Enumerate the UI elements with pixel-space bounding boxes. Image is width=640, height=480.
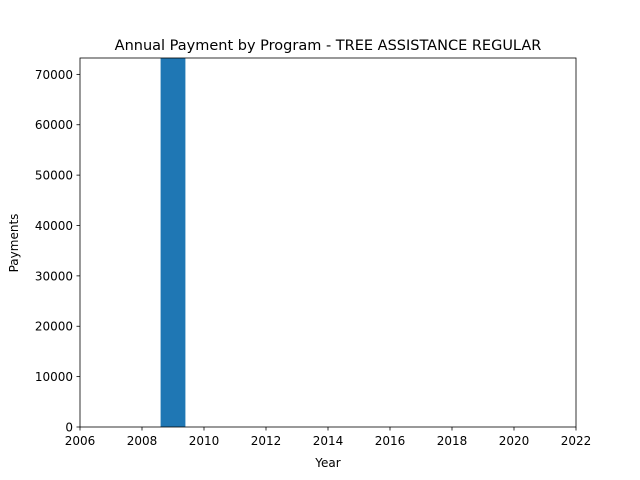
x-tick-label: 2016	[375, 434, 406, 448]
y-tick-label: 30000	[35, 269, 73, 283]
chart-title: Annual Payment by Program - TREE ASSISTA…	[115, 38, 542, 54]
x-axis-label: Year	[314, 456, 340, 470]
y-tick-label: 10000	[35, 370, 73, 384]
x-tick-label: 2020	[499, 434, 530, 448]
y-axis-label: Payments	[7, 214, 21, 273]
y-axis-ticks: 0 10000 20000 30000 40000 50000 60000 70000	[35, 68, 80, 435]
y-tick-label: 0	[65, 421, 73, 435]
y-tick-label: 70000	[35, 68, 73, 82]
x-tick-label: 2010	[189, 434, 220, 448]
x-tick-label: 2008	[127, 434, 158, 448]
plot-frame	[79, 57, 577, 428]
y-tick-label: 40000	[35, 219, 73, 233]
x-tick-label: 2018	[437, 434, 468, 448]
x-tick-label: 2022	[561, 434, 592, 448]
x-tick-label: 2006	[65, 434, 96, 448]
x-tick-label: 2012	[251, 434, 282, 448]
bars-group	[160, 58, 186, 427]
bar-2009	[160, 58, 186, 427]
y-tick-label: 20000	[35, 320, 73, 334]
y-tick-label: 60000	[35, 118, 73, 132]
x-axis-ticks: 2006 2008 2010 2012 2014 2016 2018 2020 2022	[65, 427, 592, 448]
y-tick-label: 50000	[35, 169, 73, 183]
x-tick-label: 2014	[313, 434, 344, 448]
